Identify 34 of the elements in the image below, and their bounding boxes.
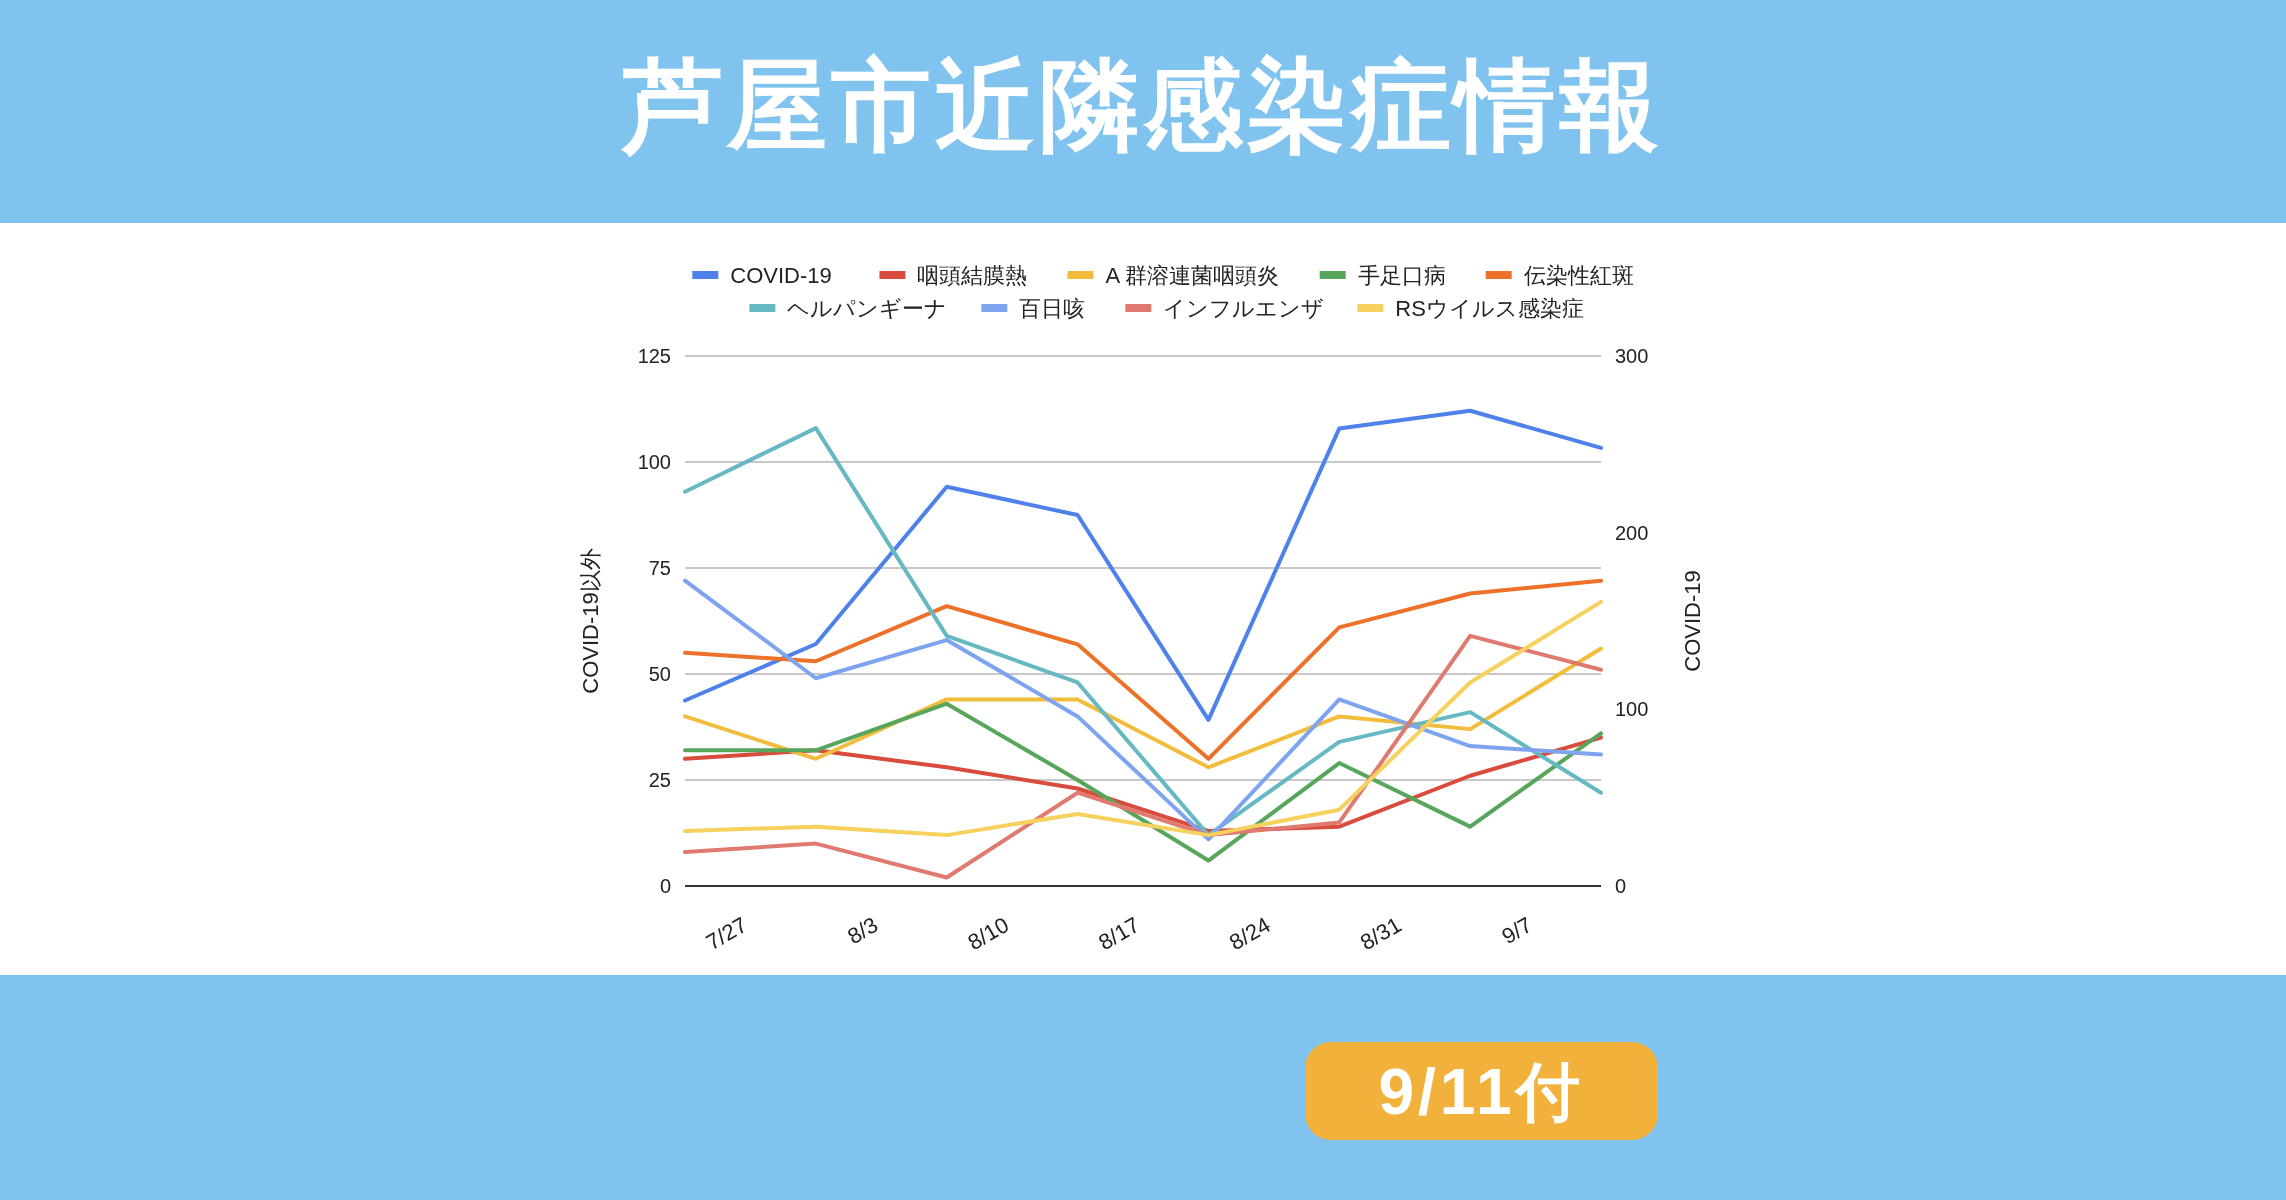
y2-tick-label: 200 [1615,521,1649,544]
legend-label: A 群溶連菌咽頭炎 [1105,262,1280,288]
line-series [683,408,1603,722]
x-tick-label: 8/10 [963,912,1013,956]
legend-label: 手足口病 [1357,262,1446,288]
text: 9/11付 [1378,1056,1584,1129]
y2-axis-title: COVID-19 [1680,570,1705,672]
legend-label: 百日咳 [1019,295,1086,321]
y-tick-label: 125 [637,345,671,367]
y2-tick-label: 300 [1615,345,1649,367]
y2-tick-label: 100 [1615,698,1649,721]
x-tick-label: 8/17 [1094,912,1144,956]
y-axis-title: COVID-19以外 [578,548,603,694]
y-tick-label: 75 [648,557,671,579]
x-tick-label: 8/31 [1355,912,1406,956]
legend-label: インフルエンザ [1163,295,1325,321]
legend-label: RSウイルス感染症 [1395,295,1584,321]
line-series [683,633,1603,880]
y-tick-label: 25 [648,769,671,791]
legend-label: 咽頭結膜熱 [917,262,1028,288]
x-tick-label: 8/3 [843,912,883,949]
legend-label: 伝染性紅斑 [1523,262,1634,288]
y-tick-label: 50 [648,663,671,685]
legend-label: COVID-19 [730,262,832,288]
x-tick-label: 9/7 [1497,912,1537,949]
y-tick-label: 0 [659,875,671,897]
y-tick-label: 100 [637,451,671,473]
line-series [683,701,1603,863]
chart-title: 芦屋市近隣感染症情報 [620,49,1663,161]
x-tick-label: 7/27 [701,912,752,956]
y2-tick-label: 0 [1615,875,1627,897]
legend-label: ヘルパンギーナ [787,295,948,321]
x-tick-label: 8/24 [1225,912,1275,956]
line-series [683,578,1603,761]
